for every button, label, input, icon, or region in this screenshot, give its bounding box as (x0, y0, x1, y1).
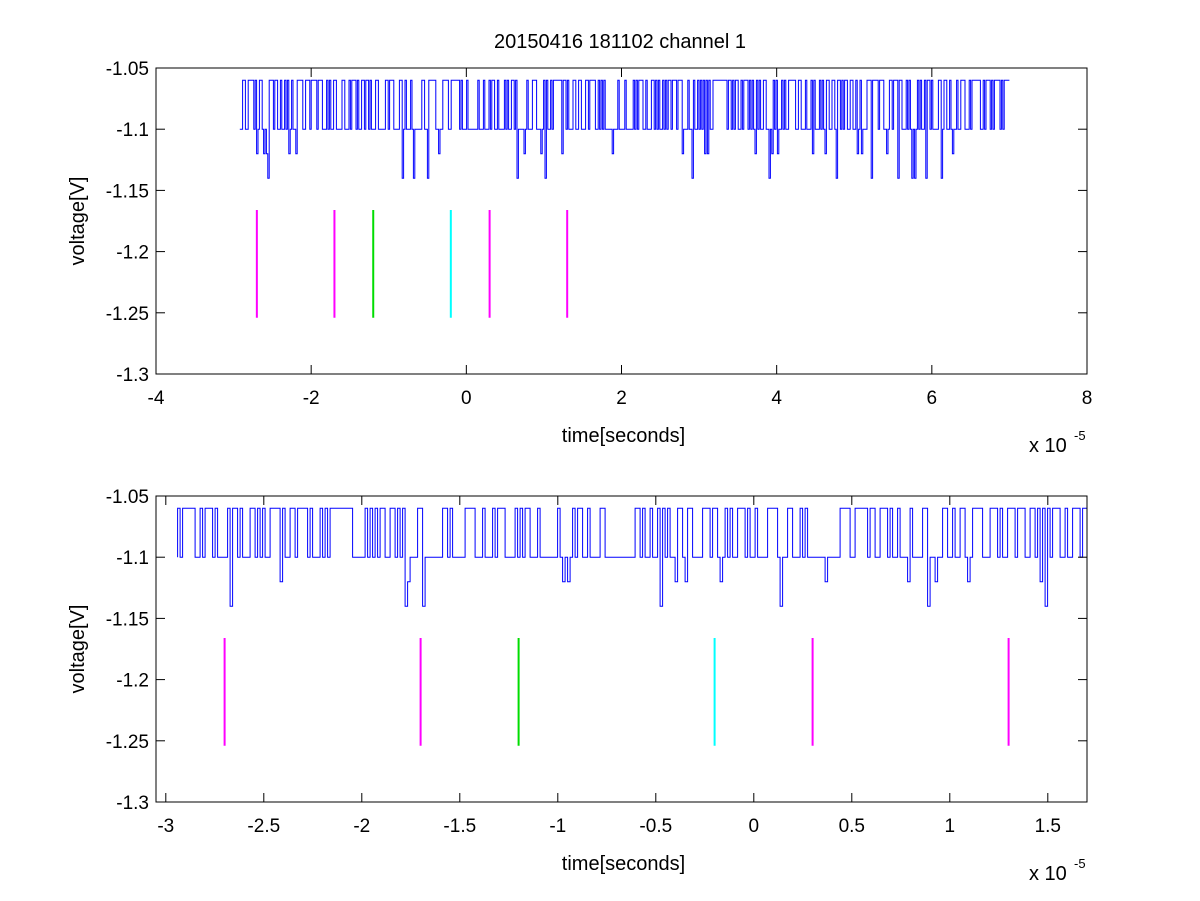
top-plot: -4 -2 0 2 4 6 8 -1.3 -1.25 -1.2 -1.15 -1.1 -1.05 time… (67, 59, 1092, 457)
x-tick-label: 1.5 (1035, 816, 1061, 837)
figure-title: 20150416 181102 channel 1 (494, 31, 746, 53)
y-axis-label: voltage[V] (67, 605, 89, 694)
y-tick-label: -1.25 (106, 304, 149, 325)
x-tick-label: 6 (927, 388, 938, 409)
y-tick-label: -1.15 (106, 181, 149, 202)
x-tick-label: -2 (353, 816, 370, 837)
x-exponent-label: x 10 (1029, 435, 1067, 457)
signal-trace (239, 79, 1010, 179)
y-tick-label: -1.2 (116, 243, 149, 264)
axes-box (155, 495, 1088, 803)
x-tick-label: 8 (1082, 388, 1093, 409)
x-axis-label: time[seconds] (562, 425, 685, 447)
y-tick-label: -1.25 (106, 732, 149, 753)
x-axis-label: time[seconds] (562, 853, 685, 875)
y-tick-label: -1.05 (106, 487, 149, 508)
x-exponent-superscript: -5 (1074, 856, 1086, 871)
y-tick-label: -1.05 (106, 59, 149, 80)
y-tick-label: -1.1 (116, 120, 149, 141)
y-tick-label: -1.3 (116, 793, 149, 814)
x-tick-label: -2 (303, 388, 320, 409)
x-tick-label: 1 (945, 816, 956, 837)
x-tick-label: 0 (461, 388, 472, 409)
x-tick-label: -0.5 (639, 816, 672, 837)
x-tick-label: -1.5 (443, 816, 476, 837)
y-tick-label: -1.1 (116, 548, 149, 569)
x-exponent-superscript: -5 (1074, 428, 1086, 443)
y-tick-label: -1.15 (106, 609, 149, 630)
signal-trace (177, 507, 1087, 607)
x-exponent-label: x 10 (1029, 863, 1067, 885)
x-tick-label: 4 (771, 388, 782, 409)
x-tick-label: -4 (148, 388, 165, 409)
x-tick-label: -3 (157, 816, 174, 837)
x-tick-label: 0.5 (839, 816, 865, 837)
bottom-plot: -3 -2.5 -2 -1.5 -1 -0.5 0 0.5 1 1.5 -1.3 -1.25 -1.2 -… (67, 487, 1088, 885)
x-tick-label: -2.5 (247, 816, 280, 837)
x-tick-label: -1 (549, 816, 566, 837)
x-tick-label: 2 (616, 388, 627, 409)
y-tick-label: -1.3 (116, 365, 149, 386)
y-axis-label: voltage[V] (67, 177, 89, 266)
x-tick-label: 0 (749, 816, 760, 837)
y-tick-label: -1.2 (116, 671, 149, 692)
